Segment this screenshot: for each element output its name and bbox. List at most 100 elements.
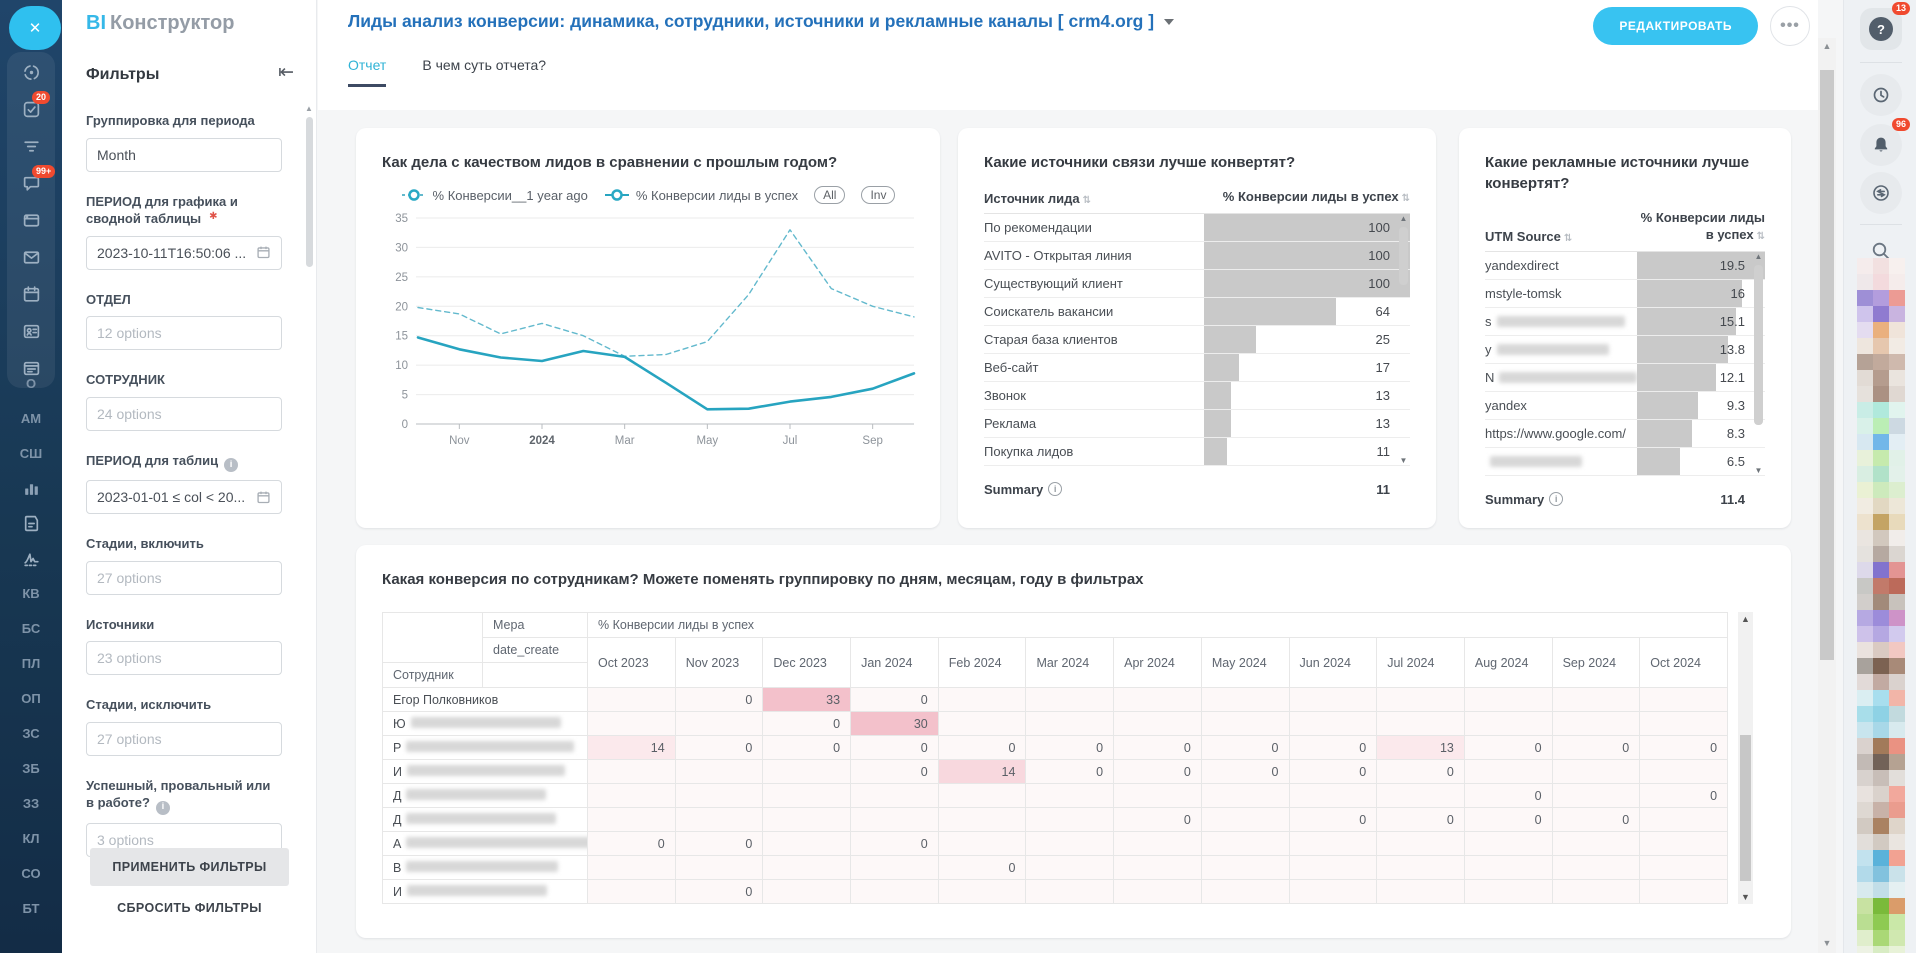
scroll-down-icon[interactable]: ▼ [1754, 465, 1763, 475]
month-column-header[interactable]: Mar 2024 [1025, 637, 1115, 688]
info-icon[interactable]: i [1048, 482, 1063, 497]
main-scrollbar[interactable]: ▲ ▼ [1818, 38, 1836, 953]
more-options-button[interactable]: ••• [1770, 6, 1810, 46]
rail-shortcut-о[interactable]: О [25, 376, 37, 391]
month-column-header[interactable]: Nov 2023 [674, 637, 764, 688]
period-grouping-select[interactable]: Month [86, 137, 282, 172]
filters-scrollbar[interactable]: ▲ [304, 104, 314, 704]
month-column-header[interactable]: Dec 2023 [762, 637, 852, 688]
reset-filters-button[interactable]: СБРОСИТЬ ФИЛЬТРЫ [111, 900, 268, 916]
stages-include-select[interactable]: 27 options [86, 560, 282, 595]
source-row[interactable]: По рекомендации 100 [984, 213, 1410, 242]
rail-shortcut[interactable] [22, 481, 41, 496]
rail-shortcut[interactable] [22, 551, 41, 567]
scrollbar-thumb[interactable] [1740, 734, 1751, 881]
department-select[interactable]: 12 options [86, 316, 282, 351]
legend-all-button[interactable]: All [814, 186, 846, 204]
utm-row[interactable]: y 13.8 [1485, 335, 1765, 364]
notifications-button[interactable]: 96 [1860, 118, 1910, 166]
rail-shortcut-оп[interactable]: ОП [21, 691, 41, 706]
utm-row[interactable]: yandex 9.3 [1485, 391, 1765, 420]
utm-row[interactable]: N 12.1 [1485, 363, 1765, 392]
scrollbar-thumb[interactable] [305, 117, 313, 267]
utm-row[interactable]: yandexdirect 19.5 [1485, 251, 1765, 280]
tab-report[interactable]: Отчет [348, 57, 387, 87]
pivot-row[interactable]: Р 14 0 0 0 0 0 0 0 0 13 0 0 0 [382, 735, 1729, 760]
source-row[interactable]: Соискатель вакансии 64 [984, 297, 1410, 326]
rail-app-messenger[interactable]: 99+ [21, 165, 56, 193]
info-icon[interactable]: i [1549, 492, 1564, 507]
collapse-filters-button[interactable]: ⇤ [272, 60, 300, 85]
column-conversion[interactable]: % Конверсии лиды в успех ⇅ [1222, 189, 1410, 204]
rail-app-contacts[interactable] [21, 321, 41, 341]
table-scrollbar[interactable]: ▲ ▼ [1752, 252, 1765, 476]
rail-app-sites[interactable] [21, 210, 41, 230]
scrollbar-thumb[interactable] [1754, 264, 1763, 425]
rail-shortcut-со[interactable]: СО [21, 866, 41, 881]
legend-item-last-year[interactable]: % Конверсии__1 year ago [401, 188, 588, 203]
scroll-up-icon[interactable]: ▲ [1754, 251, 1763, 261]
source-row[interactable]: Веб-сайт 17 [984, 353, 1410, 382]
history-button[interactable] [1860, 74, 1902, 116]
scroll-up-icon[interactable]: ▲ [305, 104, 313, 113]
table-scrollbar[interactable]: ▲ ▼ [1397, 214, 1410, 466]
source-row[interactable]: Покупка лидов 11 [984, 437, 1410, 466]
help-button[interactable]: ? 13 [1860, 2, 1910, 50]
rail-shortcut-бт[interactable]: БТ [22, 901, 40, 916]
pivot-row[interactable]: Егор Полковников 0 33 0 [382, 687, 1729, 712]
rail-shortcut-зз[interactable]: ЗЗ [22, 796, 40, 811]
rail-shortcut-ам[interactable]: АМ [20, 411, 42, 426]
month-column-header[interactable]: Sep 2024 [1551, 637, 1641, 688]
month-column-header[interactable]: Jan 2024 [850, 637, 939, 688]
stages-exclude-select[interactable]: 27 options [86, 721, 282, 756]
month-column-header[interactable]: Jun 2024 [1288, 637, 1378, 688]
utm-row[interactable]: s 15.1 [1485, 307, 1765, 336]
edit-button[interactable]: РЕДАКТИРОВАТЬ [1593, 7, 1758, 45]
scroll-up-icon[interactable]: ▲ [1741, 614, 1750, 624]
rail-app-automation[interactable] [21, 358, 41, 378]
scrollbar-thumb[interactable] [1820, 70, 1834, 660]
rail-shortcut-кл[interactable]: КЛ [22, 831, 40, 846]
search-button[interactable] [1860, 230, 1902, 272]
scroll-down-icon[interactable]: ▼ [1741, 892, 1750, 902]
legend-item-current[interactable]: % Конверсии лиды в успех [604, 188, 798, 203]
utm-row[interactable]: mstyle-tomsk 16 [1485, 279, 1765, 308]
month-column-header[interactable]: Aug 2024 [1463, 637, 1553, 688]
sources-select[interactable]: 23 options [86, 641, 282, 676]
rail-shortcut-кв[interactable]: КВ [22, 586, 40, 601]
month-column-header[interactable]: Jul 2024 [1376, 637, 1465, 688]
rail-app-tasks[interactable]: 20 [21, 91, 51, 119]
tab-about-report[interactable]: В чем суть отчета? [422, 57, 547, 73]
pivot-row[interactable]: Д 0 0 [382, 783, 1729, 808]
apply-filters-button[interactable]: ПРИМЕНИТЬ ФИЛЬТРЫ [90, 848, 289, 886]
source-row[interactable]: AVITO - Открытая линия 100 [984, 241, 1410, 270]
pivot-row[interactable]: И 0 14 0 0 0 0 0 [382, 759, 1729, 784]
employee-select[interactable]: 24 options [86, 396, 282, 431]
month-column-header[interactable]: Feb 2024 [937, 637, 1027, 688]
column-source[interactable]: Источник лида ⇅ [984, 190, 1092, 206]
rail-shortcut-сш[interactable]: СШ [19, 446, 43, 461]
rail-shortcut-пл[interactable]: ПЛ [21, 656, 41, 671]
rail-shortcut-зс[interactable]: ЗС [22, 726, 40, 741]
rail-shortcut[interactable] [22, 515, 41, 532]
rail-app-calendar[interactable] [21, 284, 41, 304]
rail-shortcut-зб[interactable]: ЗБ [22, 761, 40, 776]
chat-button[interactable] [1860, 172, 1902, 214]
pivot-row[interactable]: Ю 0 30 [382, 711, 1729, 736]
table-period-input[interactable]: 2023-01-01 ≤ col < 20... [86, 480, 282, 515]
info-icon[interactable]: i [224, 458, 239, 473]
scrollbar-thumb[interactable] [1399, 226, 1408, 285]
close-menu-button[interactable]: ✕ [9, 6, 61, 50]
legend-inv-button[interactable]: Inv [861, 186, 896, 204]
column-utm-source[interactable]: UTM Source ⇅ [1485, 228, 1573, 244]
column-conversion[interactable]: % Конверсии лиды в успех ⇅ [1640, 210, 1765, 242]
source-row[interactable]: Старая база клиентов 25 [984, 325, 1410, 354]
utm-row[interactable]: https://www.google.com/8.3 [1485, 419, 1765, 448]
pivot-scrollbar[interactable]: ▲ ▼ [1738, 612, 1753, 904]
rail-app-pulse[interactable] [21, 62, 41, 82]
month-column-header[interactable]: May 2024 [1200, 637, 1290, 688]
utm-row[interactable]: 6.5 [1485, 447, 1765, 476]
